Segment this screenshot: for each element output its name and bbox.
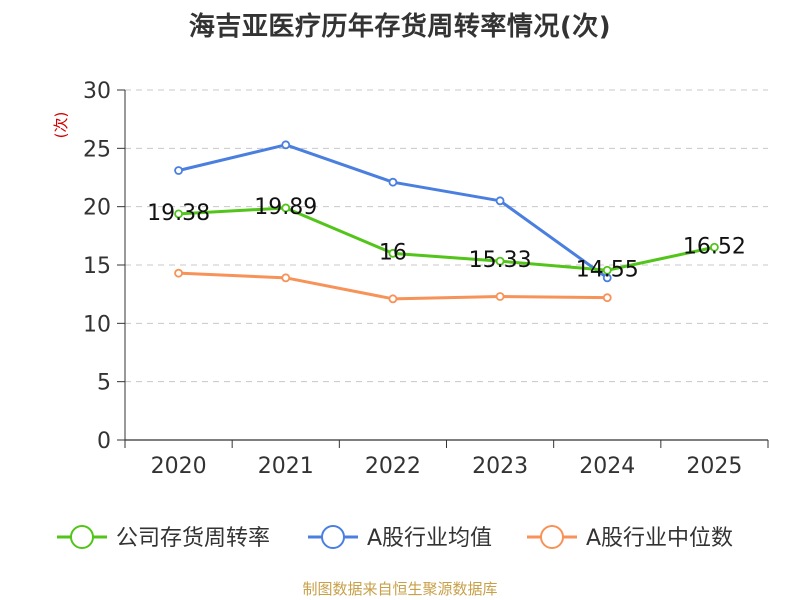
x-tick-label: 2024 xyxy=(579,454,635,479)
grid-layer xyxy=(125,89,768,383)
data-point[interactable] xyxy=(602,265,612,275)
x-tick-label: 2023 xyxy=(472,454,528,479)
y-tick-label: 20 xyxy=(83,196,111,221)
legend-marker xyxy=(321,525,345,549)
data-label: 15.33 xyxy=(469,248,532,273)
series-layer xyxy=(174,140,719,304)
data-point[interactable] xyxy=(495,196,505,206)
data-point[interactable] xyxy=(388,248,398,258)
legend-marker xyxy=(540,525,564,549)
data-label: 16 xyxy=(379,240,407,265)
legend-label: A股行业中位数 xyxy=(586,526,733,551)
y-tick-label: 10 xyxy=(83,312,111,337)
legend-label: A股行业均值 xyxy=(367,526,492,551)
data-label: 16.52 xyxy=(683,234,746,259)
series-line xyxy=(177,206,716,272)
data-point[interactable] xyxy=(281,273,291,283)
data-point[interactable] xyxy=(174,209,183,219)
data-label-layer: 19.38 19.89 16 15.33 14.55 16.52 xyxy=(147,195,746,282)
data-point[interactable] xyxy=(495,256,505,266)
x-tick-label: 2021 xyxy=(258,454,314,479)
x-tick-label: 2020 xyxy=(151,454,207,479)
x-tick-label: 2025 xyxy=(686,454,742,479)
data-label: 19.38 xyxy=(147,201,210,226)
y-axis-title: (次) xyxy=(52,112,70,139)
legend-item[interactable]: A股行业均值 xyxy=(308,525,492,551)
data-point[interactable] xyxy=(710,242,719,252)
y-tick-label: 15 xyxy=(83,254,111,279)
data-point[interactable] xyxy=(602,293,612,303)
data-point[interactable] xyxy=(388,177,398,187)
source-note: 制图数据来自恒生聚源数据库 xyxy=(302,580,498,598)
data-point[interactable] xyxy=(281,140,291,150)
data-point[interactable] xyxy=(495,292,505,301)
legend-label: 公司存货周转率 xyxy=(116,526,270,551)
chart-title: 海吉亚医疗历年存货周转率情况(次) xyxy=(188,12,612,42)
x-tick-label: 2022 xyxy=(365,454,421,479)
data-point[interactable] xyxy=(174,268,183,278)
y-tick-label: 25 xyxy=(83,137,111,162)
legend-marker xyxy=(70,525,94,549)
legend-item[interactable]: 公司存货周转率 xyxy=(57,525,270,551)
data-point[interactable] xyxy=(388,294,398,304)
y-tick-label: 0 xyxy=(97,429,111,454)
data-label: 19.89 xyxy=(254,195,317,220)
legend-item[interactable]: A股行业中位数 xyxy=(527,525,733,551)
y-tick-label: 5 xyxy=(97,371,111,396)
legend: 公司存货周转率 A股行业均值 A股行业中位数 xyxy=(57,525,733,551)
data-point[interactable] xyxy=(281,203,291,213)
data-point[interactable] xyxy=(174,166,183,175)
data-label: 14.55 xyxy=(576,257,639,282)
y-tick-label: 30 xyxy=(83,79,111,104)
